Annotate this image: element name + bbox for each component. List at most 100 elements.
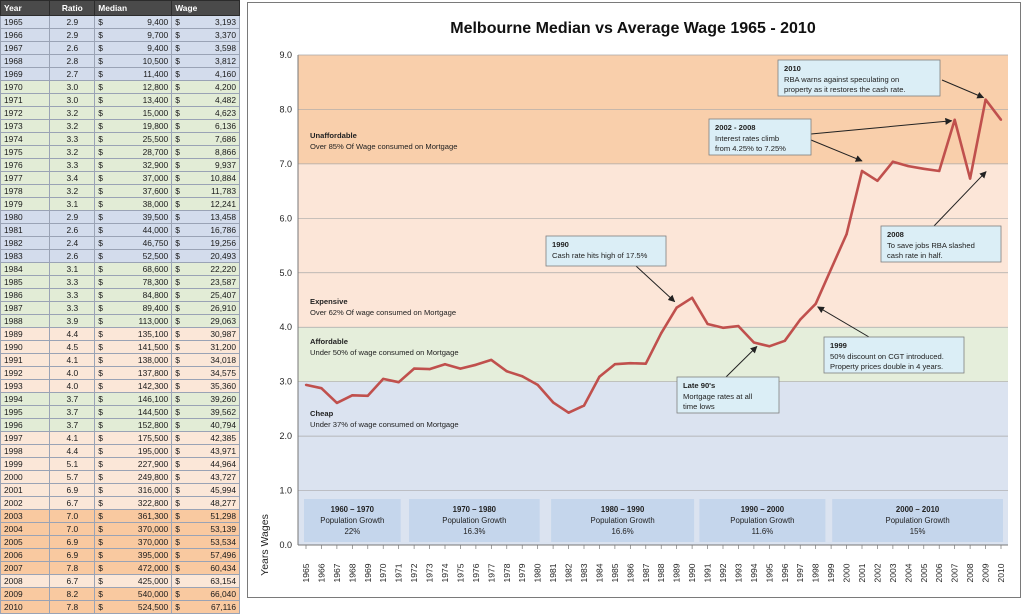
cell-median-value: 141,500 — [137, 342, 169, 352]
data-point — [521, 375, 524, 378]
decade-range: 2000 – 2010 — [896, 505, 940, 514]
cell-median: $19,800 — [94, 119, 173, 133]
cell-median: $78,300 — [94, 275, 173, 289]
x-tick-label: 1985 — [610, 563, 620, 582]
cell-median: $9,700 — [94, 28, 173, 42]
cell-wage: $4,200 — [171, 80, 240, 94]
cell-median: $395,000 — [94, 548, 173, 562]
table-row: 1979 3.1 $38,000 $12,241 — [0, 197, 240, 211]
cell-wage: $23,587 — [171, 275, 240, 289]
currency-symbol: $ — [98, 368, 103, 378]
cell-ratio: 2.4 — [49, 236, 96, 250]
x-tick-label: 1975 — [455, 563, 465, 582]
cell-median: $316,000 — [94, 483, 173, 497]
cell-median-value: 152,800 — [137, 420, 169, 430]
cell-year: 2008 — [0, 574, 51, 588]
cell-year: 1996 — [0, 418, 51, 432]
table-row: 1972 3.2 $15,000 $4,623 — [0, 106, 240, 120]
cell-median: $227,900 — [94, 457, 173, 471]
x-tick-label: 1971 — [394, 563, 404, 582]
data-point — [860, 169, 864, 173]
cell-wage-value: 19,256 — [210, 238, 236, 248]
cell-wage: $39,260 — [171, 392, 240, 406]
cell-median-value: 316,000 — [137, 485, 169, 495]
decade-value: 15% — [910, 527, 926, 536]
currency-symbol: $ — [175, 82, 180, 92]
cell-year: 1974 — [0, 132, 51, 146]
cell-median: $370,000 — [94, 535, 173, 549]
currency-symbol: $ — [98, 446, 103, 456]
currency-symbol: $ — [175, 277, 180, 287]
cell-median-value: 78,300 — [142, 277, 169, 287]
cell-wage-value: 12,241 — [210, 199, 236, 209]
cell-wage-value: 35,360 — [210, 381, 236, 391]
header-year[interactable]: Year — [0, 0, 51, 16]
data-point — [891, 160, 895, 163]
currency-symbol: $ — [175, 329, 180, 339]
currency-symbol: $ — [175, 30, 180, 40]
data-point — [999, 118, 1003, 121]
data-point — [505, 370, 508, 373]
cell-wage: $53,139 — [171, 522, 240, 536]
cell-wage-value: 22,220 — [210, 264, 236, 274]
currency-symbol: $ — [98, 212, 103, 222]
cell-median-value: 146,100 — [137, 394, 169, 404]
annotation-text: Cash rate hits high of 17.5% — [552, 251, 648, 260]
x-tick-label: 1995 — [764, 563, 774, 582]
data-point — [490, 358, 493, 362]
currency-symbol: $ — [98, 108, 103, 118]
x-tick-label: 2003 — [888, 563, 898, 582]
cell-median-value: 249,800 — [137, 472, 169, 482]
currency-symbol: $ — [98, 355, 103, 365]
data-point — [335, 401, 339, 405]
cell-wage-value: 20,493 — [210, 251, 236, 261]
data-point — [443, 363, 447, 366]
cell-wage: $4,482 — [171, 93, 240, 107]
cell-ratio: 2.7 — [49, 67, 96, 81]
decade-box — [699, 499, 826, 542]
cell-wage-value: 6,136 — [215, 121, 236, 131]
x-tick-label: 1991 — [703, 563, 713, 582]
cell-wage-value: 34,018 — [210, 355, 236, 365]
currency-symbol: $ — [98, 407, 103, 417]
currency-symbol: $ — [98, 134, 103, 144]
currency-symbol: $ — [175, 355, 180, 365]
currency-symbol: $ — [98, 589, 103, 599]
cell-wage: $3,812 — [171, 54, 240, 68]
header-ratio[interactable]: Ratio — [49, 0, 96, 16]
cell-year: 1975 — [0, 145, 51, 159]
currency-symbol: $ — [98, 264, 103, 274]
data-point — [721, 326, 725, 329]
x-tick-label: 2004 — [903, 563, 913, 582]
cell-wage: $63,154 — [171, 574, 240, 588]
cell-ratio: 3.3 — [49, 301, 96, 315]
cell-wage-value: 39,260 — [210, 394, 236, 404]
x-tick-label: 2000 — [842, 563, 852, 582]
decade-range: 1970 – 1980 — [453, 505, 497, 514]
decade-box — [409, 499, 540, 542]
table-row: 1971 3.0 $13,400 $4,482 — [0, 93, 240, 107]
x-tick-label: 1972 — [409, 563, 419, 582]
cell-wage: $31,200 — [171, 340, 240, 354]
currency-symbol: $ — [175, 186, 180, 196]
currency-symbol: $ — [98, 524, 103, 534]
currency-symbol: $ — [98, 82, 103, 92]
cell-median-value: 138,000 — [137, 355, 169, 365]
currency-symbol: $ — [175, 368, 180, 378]
cell-ratio: 3.1 — [49, 197, 96, 211]
data-point — [551, 401, 555, 404]
annotation-arrow — [941, 79, 985, 99]
cell-median-value: 12,800 — [142, 82, 169, 92]
annotation-title: 1999 — [830, 341, 847, 350]
cell-wage-value: 11,783 — [211, 186, 236, 196]
annotation-arrow — [635, 265, 676, 303]
cell-median-value: 52,500 — [142, 251, 169, 261]
x-tick-label: 1965 — [301, 563, 311, 582]
data-point — [397, 381, 400, 384]
cell-year: 2002 — [0, 496, 51, 510]
cell-year: 1993 — [0, 379, 51, 393]
data-point — [320, 387, 323, 390]
cell-wage: $67,116 — [171, 600, 240, 614]
band-desc-expensive: Over 62% Of wage consumed on Mortgage — [310, 308, 456, 317]
x-tick-label: 2009 — [981, 563, 991, 582]
